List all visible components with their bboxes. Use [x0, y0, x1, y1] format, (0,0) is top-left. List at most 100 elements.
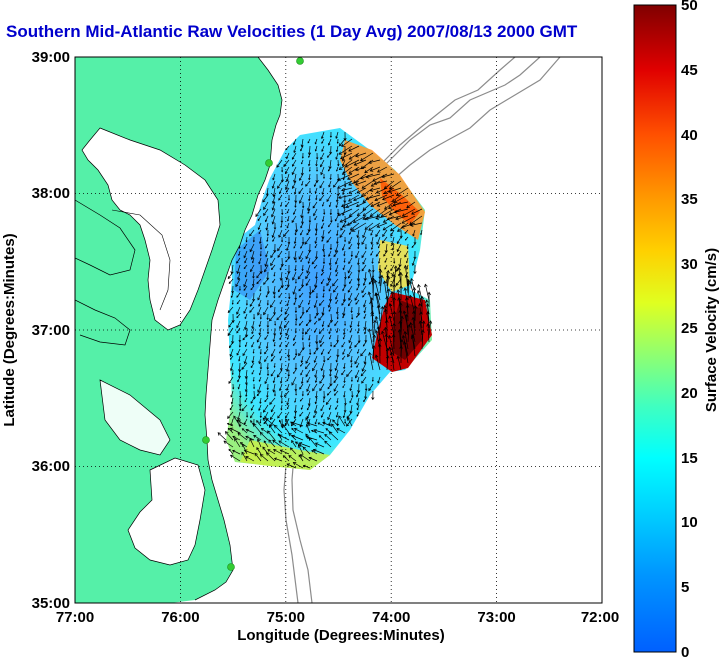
velocity-arrow — [320, 341, 325, 347]
velocity-arrow — [404, 331, 409, 350]
velocity-arrowhead — [217, 432, 222, 436]
velocity-arrow — [242, 334, 248, 341]
velocity-arrow — [339, 159, 353, 170]
velocity-arrowhead — [236, 261, 239, 264]
velocity-arrowhead — [286, 407, 289, 410]
velocity-arrowhead — [362, 261, 365, 265]
velocity-arrowhead — [299, 414, 302, 417]
velocity-arrowhead — [410, 334, 415, 338]
velocity-arrow — [348, 194, 360, 202]
velocity-arrow — [308, 299, 311, 305]
velocity-arrowhead — [306, 408, 309, 411]
velocity-arrow — [238, 355, 241, 361]
velocity-arrow — [312, 285, 318, 293]
velocity-arrow — [262, 417, 269, 427]
velocity-arrow — [341, 138, 353, 147]
velocity-arrow — [319, 383, 325, 391]
velocity-arrow — [265, 215, 269, 222]
velocity-arrow — [357, 271, 360, 281]
velocity-arrowhead — [277, 185, 280, 189]
velocity-arrowhead — [272, 281, 274, 283]
velocity-arrowhead — [257, 227, 261, 231]
velocity-arrowhead — [393, 199, 398, 203]
velocity-arrow — [328, 299, 332, 308]
velocity-arrowhead — [250, 420, 253, 423]
velocity-arrowhead — [236, 352, 239, 356]
velocity-arrowhead — [370, 241, 374, 245]
velocity-arrow — [314, 299, 318, 308]
velocity-arrowhead — [391, 274, 394, 277]
velocity-arrowhead — [343, 260, 346, 263]
velocity-arrow — [356, 362, 360, 368]
velocity-arrow — [340, 152, 353, 160]
velocity-arrow — [363, 313, 367, 319]
velocity-arrow — [420, 311, 423, 329]
velocity-arrowhead — [365, 196, 370, 201]
velocity-arrow — [278, 440, 290, 448]
velocity-arrowhead — [351, 317, 354, 320]
velocity-arrowhead — [353, 197, 357, 202]
velocity-arrowhead — [286, 463, 291, 467]
velocity-arrow — [362, 257, 367, 265]
velocity-arrow — [295, 441, 304, 448]
velocity-arrowhead — [256, 393, 260, 397]
velocity-arrowhead — [287, 359, 291, 362]
velocity-arrowhead — [307, 211, 310, 214]
velocity-arrowhead — [307, 141, 310, 144]
velocity-arrowhead — [313, 415, 316, 419]
velocity-arrow — [370, 166, 381, 172]
velocity-arrowhead — [334, 368, 338, 372]
velocity-arrowhead — [280, 225, 283, 228]
velocity-arrowhead — [286, 402, 290, 406]
velocity-arrowhead — [259, 401, 262, 404]
velocity-arrow — [286, 243, 290, 251]
velocity-arrowhead — [258, 261, 261, 265]
velocity-arrowhead — [293, 303, 296, 306]
velocity-arrow — [301, 138, 304, 147]
velocity-arrowhead — [329, 135, 332, 138]
velocity-arrow — [319, 194, 325, 201]
velocity-arrowhead — [328, 185, 331, 188]
colorbar-tick-label: 0 — [681, 644, 689, 659]
velocity-arrowhead — [258, 373, 261, 376]
velocity-arrowhead — [338, 143, 343, 147]
velocity-arrowhead — [320, 368, 324, 372]
velocity-arrowhead — [319, 344, 323, 347]
velocity-arrowhead — [340, 203, 345, 208]
velocity-arrow — [339, 138, 346, 147]
velocity-arrow — [357, 376, 360, 382]
velocity-arrowhead — [286, 156, 289, 160]
velocity-arrowhead — [244, 334, 249, 338]
velocity-arrowhead — [391, 254, 394, 257]
velocity-arrow — [399, 310, 402, 329]
velocity-arrow — [350, 355, 353, 363]
velocity-arrowhead — [333, 184, 336, 188]
velocity-arrowhead — [279, 381, 283, 384]
velocity-arrowhead — [242, 337, 245, 341]
velocity-arrow — [272, 236, 276, 242]
velocity-arrow — [356, 285, 360, 291]
velocity-arrow — [335, 131, 339, 139]
velocity-arrowhead — [326, 155, 330, 158]
velocity-arrowhead — [291, 277, 296, 281]
velocity-arrow — [384, 180, 395, 189]
velocity-arrowhead — [258, 304, 261, 307]
velocity-arrowhead — [300, 373, 303, 376]
velocity-arrow — [305, 355, 311, 364]
velocity-arrow — [237, 411, 241, 420]
velocity-arrowhead — [272, 380, 276, 384]
velocity-arrowhead — [299, 454, 304, 458]
velocity-arrow — [379, 269, 381, 287]
velocity-arrowhead — [387, 334, 392, 339]
velocity-arrowhead — [237, 387, 240, 390]
velocity-arrowhead — [336, 169, 338, 172]
velocity-arrow — [309, 341, 311, 347]
velocity-arrow — [353, 194, 367, 201]
velocity-arrow — [286, 376, 290, 382]
velocity-arrowhead — [405, 304, 410, 308]
velocity-arrow — [383, 222, 395, 231]
velocity-arrow — [329, 159, 332, 169]
velocity-arrowhead — [375, 190, 380, 194]
velocity-arrowhead — [313, 428, 317, 433]
velocity-arrowhead — [409, 322, 413, 326]
